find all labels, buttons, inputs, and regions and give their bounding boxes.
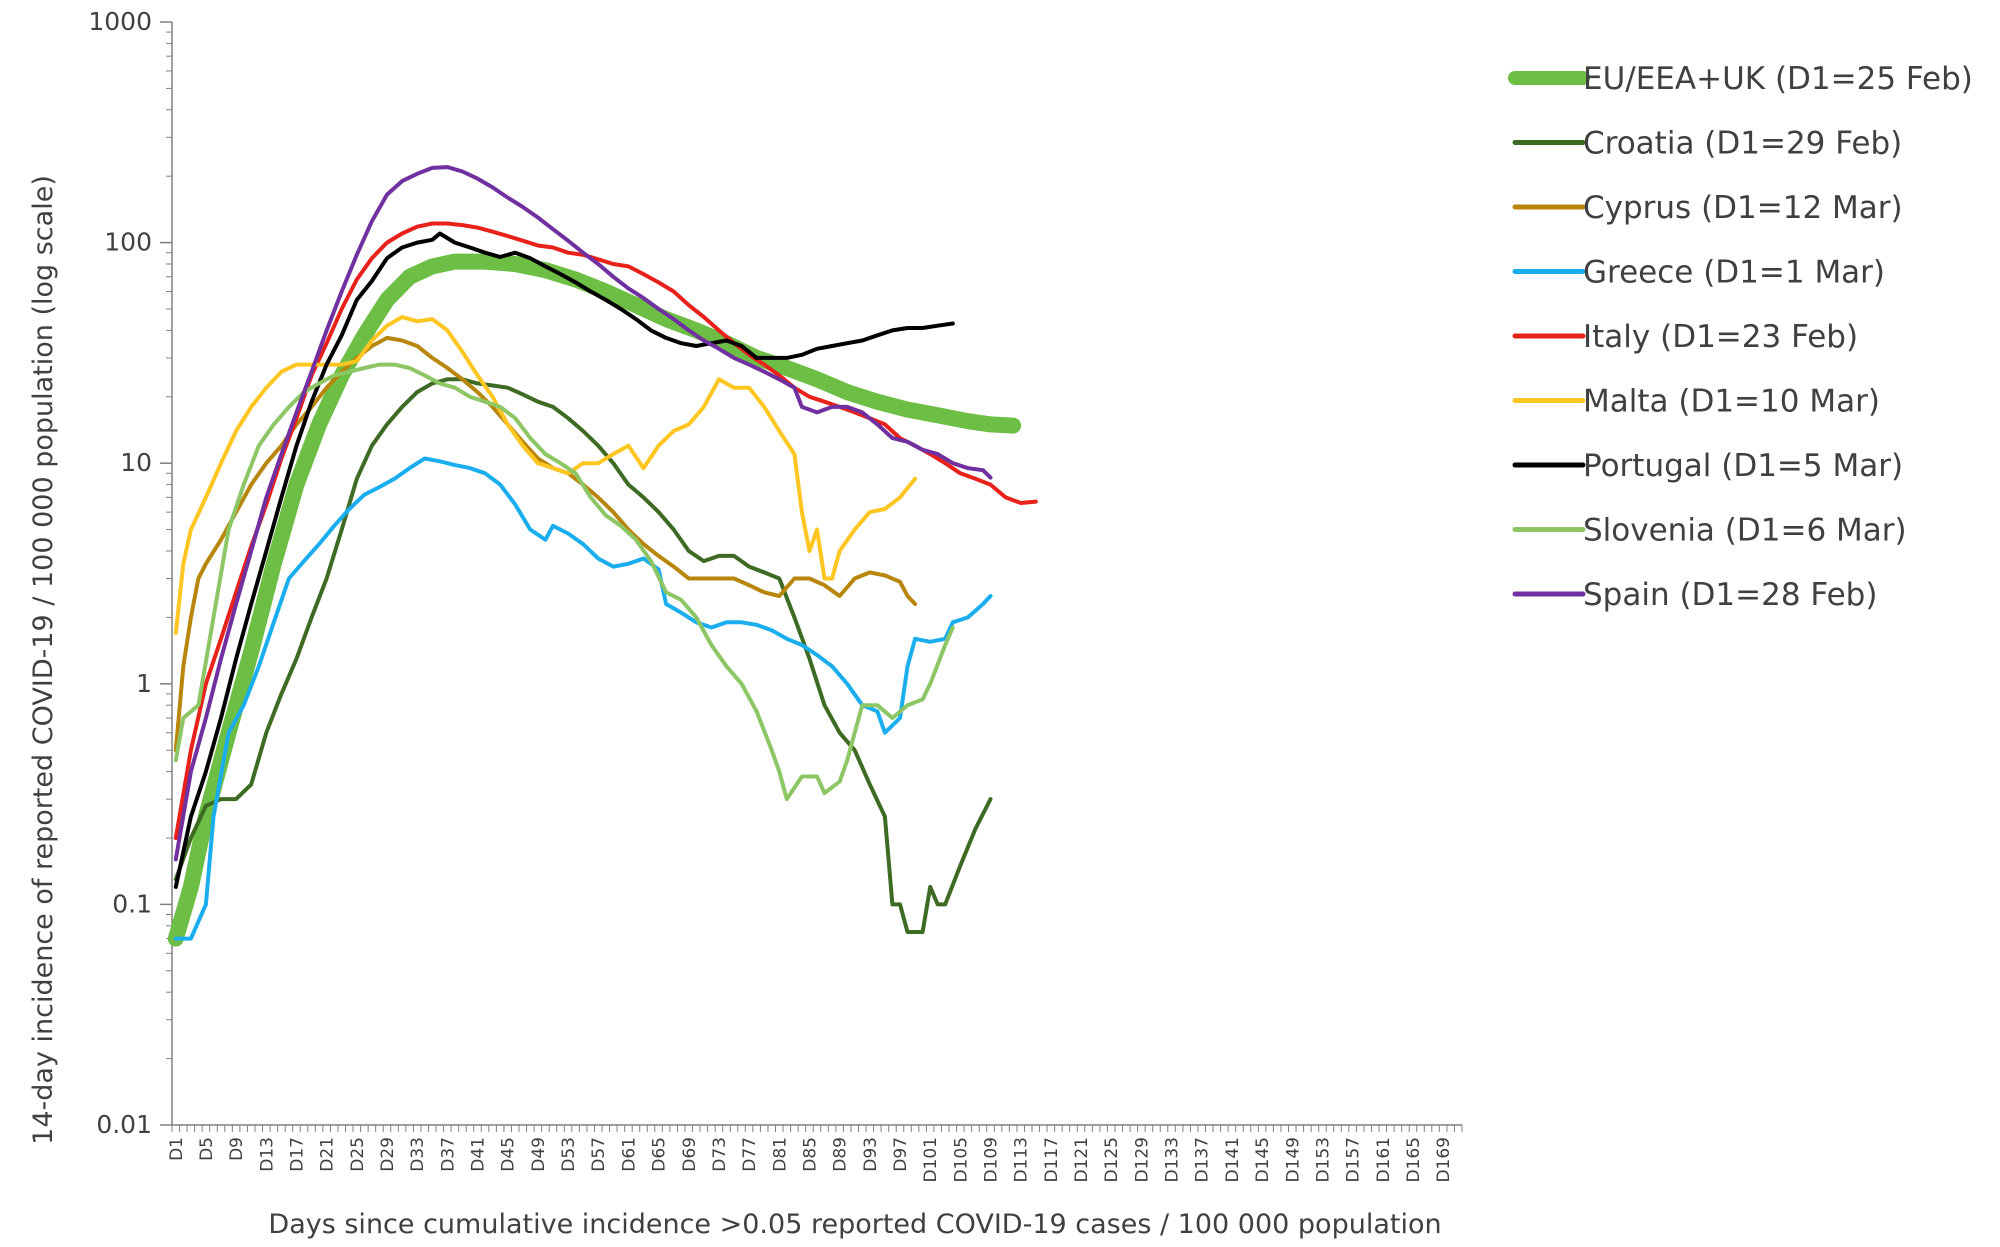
x-tick-label: D45 bbox=[499, 1137, 519, 1172]
x-tick-label: D109 bbox=[982, 1137, 1002, 1183]
legend-label-cyprus: Cyprus (D1=12 Mar) bbox=[1583, 190, 1903, 226]
y-tick-label: 0.01 bbox=[96, 1110, 152, 1139]
legend: EU/EEA+UK (D1=25 Feb) Croatia (D1=29 Feb)… bbox=[1508, 61, 1973, 613]
x-tick-label: D113 bbox=[1012, 1137, 1032, 1183]
axes-group: 0.01 0.1 1 10 100 1000 D1 D5 D9 D13 D17 D21 D25 D29 D3… bbox=[88, 7, 1463, 1183]
x-tick-label: D53 bbox=[559, 1137, 579, 1172]
x-tick-label: D29 bbox=[378, 1137, 398, 1172]
x-axis-title: Days since cumulative incidence >0.05 re… bbox=[268, 1209, 1441, 1240]
x-tick-label: D145 bbox=[1253, 1137, 1273, 1183]
series-line-italy bbox=[173, 221, 1038, 840]
x-tick-label: D85 bbox=[800, 1137, 820, 1172]
y-tick-label: 1 bbox=[136, 669, 152, 698]
x-tick-label: D129 bbox=[1132, 1137, 1152, 1183]
x-tick-label: D141 bbox=[1223, 1137, 1243, 1183]
legend-label-portugal: Portugal (D1=5 Mar) bbox=[1583, 448, 1903, 484]
series-group bbox=[167, 165, 1038, 947]
x-tick-label: D49 bbox=[529, 1137, 549, 1172]
x-tick-label: D81 bbox=[770, 1137, 790, 1172]
series-line-slovenia bbox=[173, 362, 955, 802]
legend-label-italy: Italy (D1=23 Feb) bbox=[1583, 319, 1858, 355]
x-tick-label: D157 bbox=[1344, 1137, 1364, 1183]
x-tick-label: D137 bbox=[1193, 1137, 1213, 1183]
x-tick-label: D161 bbox=[1374, 1137, 1394, 1183]
series-line-malta bbox=[173, 315, 918, 635]
x-tick-label: D9 bbox=[227, 1137, 247, 1161]
x-tick-label: D1 bbox=[167, 1137, 187, 1161]
x-tick-label: D25 bbox=[348, 1137, 368, 1172]
y-tick-label: 10 bbox=[120, 448, 152, 477]
series-line-spain bbox=[173, 165, 993, 862]
x-tick-label: D37 bbox=[438, 1137, 458, 1172]
x-tick-label: D133 bbox=[1163, 1137, 1183, 1183]
x-tick-label: D125 bbox=[1102, 1137, 1122, 1183]
x-tick-label: D93 bbox=[861, 1137, 881, 1172]
legend-label-spain: Spain (D1=28 Feb) bbox=[1583, 577, 1877, 613]
x-tick-label: D89 bbox=[831, 1137, 851, 1172]
x-tick-label: D65 bbox=[650, 1137, 670, 1172]
legend-label-slovenia: Slovenia (D1=6 Mar) bbox=[1583, 513, 1907, 549]
x-tick-label: D121 bbox=[1072, 1137, 1092, 1183]
legend-label-malta: Malta (D1=10 Mar) bbox=[1583, 384, 1880, 420]
y-axis-title: 14-day incidence of reported COVID-19 / … bbox=[28, 175, 59, 1145]
x-tick-label: D149 bbox=[1283, 1137, 1303, 1183]
legend-label-croatia: Croatia (D1=29 Feb) bbox=[1583, 126, 1902, 162]
x-tick-label: D105 bbox=[951, 1137, 971, 1183]
legend-label-greece: Greece (D1=1 Mar) bbox=[1583, 255, 1885, 291]
x-tick-label: D33 bbox=[408, 1137, 428, 1172]
x-tick-label: D97 bbox=[891, 1137, 911, 1172]
series-line-cyprus bbox=[173, 335, 918, 753]
x-tick-label: D73 bbox=[710, 1137, 730, 1172]
x-tick-label: D69 bbox=[680, 1137, 700, 1172]
x-tick-label: D57 bbox=[589, 1137, 609, 1172]
x-tick-label: D165 bbox=[1404, 1137, 1424, 1183]
x-tick-label: D153 bbox=[1313, 1137, 1333, 1183]
x-tick-label: D41 bbox=[469, 1137, 489, 1172]
x-tick-label: D101 bbox=[921, 1137, 941, 1183]
x-tick-label: D77 bbox=[740, 1137, 760, 1172]
y-tick-label: 0.1 bbox=[112, 889, 152, 918]
series-line-portugal bbox=[173, 231, 955, 889]
x-tick-label: D17 bbox=[287, 1137, 307, 1172]
x-tick-label: D5 bbox=[197, 1137, 217, 1161]
x-tick-label: D61 bbox=[619, 1137, 639, 1172]
series-line-croatia bbox=[173, 377, 993, 934]
y-tick-label: 100 bbox=[104, 228, 152, 257]
x-tick-label: D13 bbox=[257, 1137, 277, 1172]
series-line-greece bbox=[173, 456, 993, 941]
x-tick-label: D169 bbox=[1434, 1137, 1454, 1183]
x-tick-label: D21 bbox=[318, 1137, 338, 1172]
y-tick-label: 1000 bbox=[88, 7, 152, 36]
series-line-eu-eea-uk bbox=[167, 253, 1022, 947]
x-tick-label: D117 bbox=[1042, 1137, 1062, 1183]
legend-label-eu-eea-uk: EU/EEA+UK (D1=25 Feb) bbox=[1583, 61, 1973, 97]
